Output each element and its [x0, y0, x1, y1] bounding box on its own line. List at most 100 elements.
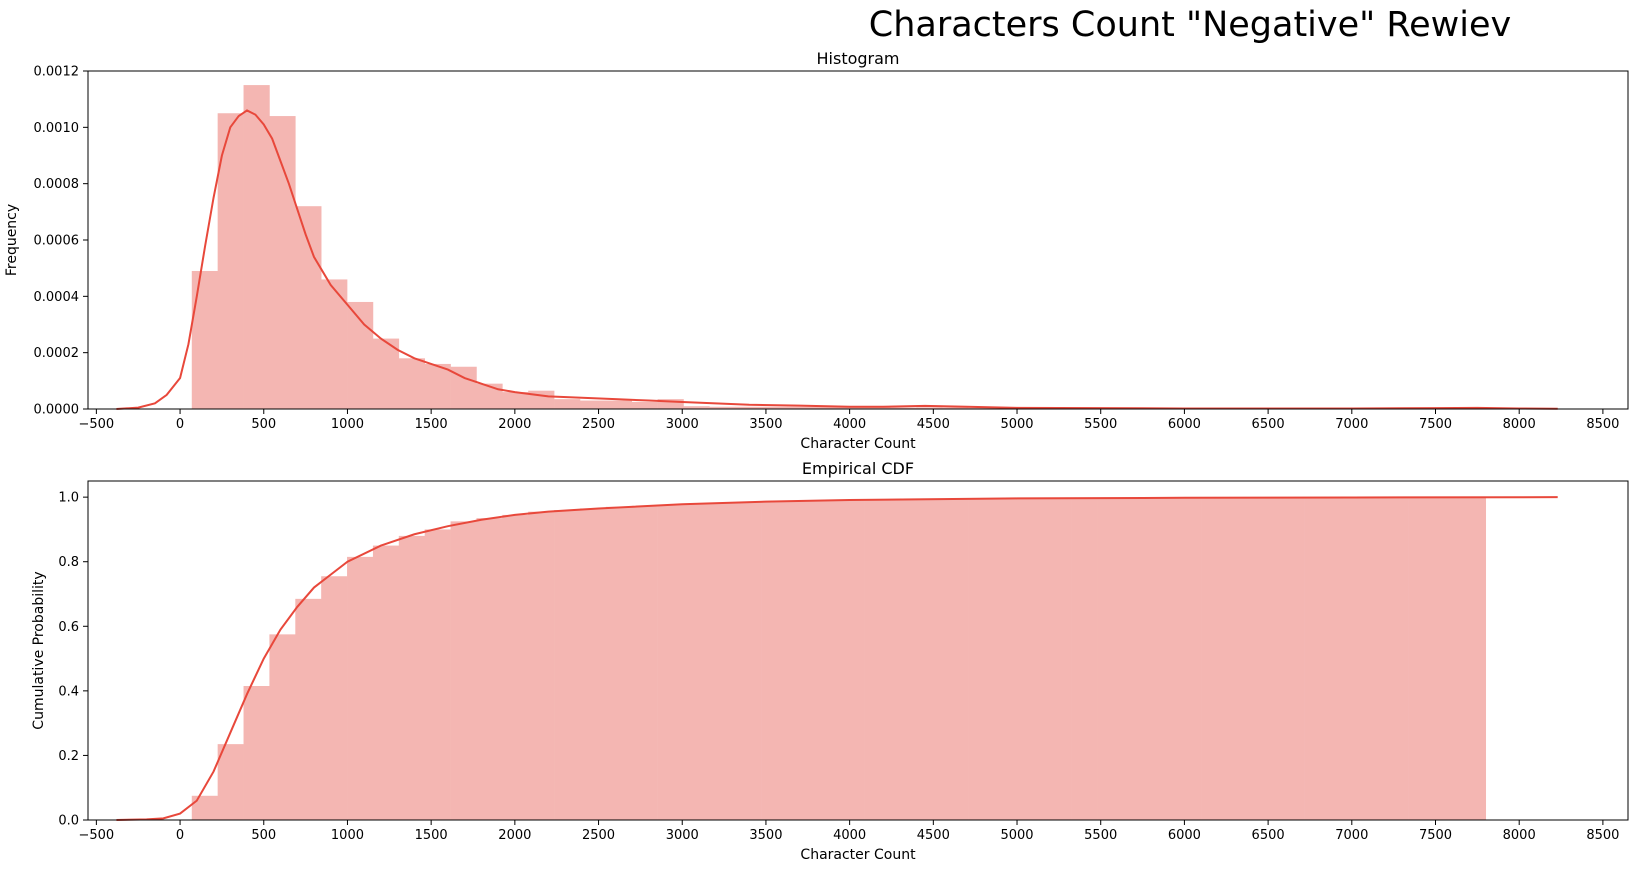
cdf-y-tick-label: 0.8 [58, 555, 79, 570]
cdf-x-tick-label: 500 [251, 828, 276, 843]
cdf-x-tick-label: 3500 [749, 828, 782, 843]
cdf-bar [968, 498, 994, 820]
cdf-bar [606, 507, 632, 820]
cdf-x-tick-label: 5000 [1000, 828, 1033, 843]
cdf-x-tick-label: 7000 [1335, 828, 1368, 843]
cdf-x-tick-label: 0 [176, 828, 184, 843]
histogram-x-tick-label: 1000 [331, 417, 364, 432]
histogram-bar [554, 399, 580, 409]
cdf-x-tick-label: 4000 [833, 828, 866, 843]
cdf-x-tick-label: 1500 [415, 828, 448, 843]
cdf-bar [761, 502, 787, 820]
cdf-bar [865, 500, 891, 820]
cdf-bar [295, 599, 321, 820]
cdf-bar [683, 504, 709, 820]
cdf-bar [1330, 497, 1356, 820]
cdf-x-tick-label: 1000 [331, 828, 364, 843]
cdf-bar [451, 521, 477, 820]
cdf-bar [1305, 497, 1331, 820]
cdf-x-tick-label: 8000 [1503, 828, 1536, 843]
cdf-bar [632, 506, 658, 820]
histogram-x-tick-label: 5000 [1000, 417, 1033, 432]
histogram-y-tick-label: 0.0000 [34, 403, 80, 418]
histogram-bar [580, 401, 606, 409]
cdf-bar [1098, 498, 1124, 820]
cdf-bar [580, 508, 606, 820]
cdf-bar [1149, 497, 1175, 820]
cdf-y-tick-label: 0.6 [58, 620, 79, 635]
cdf-bar [709, 503, 735, 820]
histogram-y-tick-label: 0.0010 [34, 121, 80, 136]
histogram-x-tick-label: 5500 [1084, 417, 1117, 432]
histogram-bar [244, 85, 270, 409]
cdf-bar [321, 576, 347, 820]
histogram-x-tick-label: 8500 [1586, 417, 1619, 432]
cdf-bar [347, 557, 373, 820]
histogram-x-tick-label: 2500 [582, 417, 615, 432]
histogram-bar [269, 116, 295, 409]
cdf-bar [528, 512, 554, 820]
histogram-bar [399, 358, 425, 409]
histogram-x-tick-label: 4000 [833, 417, 866, 432]
histogram-title: Histogram [817, 49, 900, 68]
cdf-bar [1434, 497, 1460, 820]
cdf-x-tick-label: 5500 [1084, 828, 1117, 843]
histogram-x-axis-label: Character Count [800, 436, 916, 452]
cdf-title: Empirical CDF [802, 459, 914, 478]
cdf-bar [399, 536, 425, 820]
cdf-bar [1072, 498, 1098, 820]
cdf-y-ticks: 0.00.20.40.60.81.0 [58, 491, 88, 829]
histogram-y-tick-label: 0.0004 [34, 290, 80, 305]
histogram-bars [192, 85, 1486, 409]
cdf-bar [502, 515, 528, 820]
histogram-bar [425, 364, 451, 409]
cdf-bar [1382, 497, 1408, 820]
histogram-bar [502, 392, 528, 409]
cdf-bar [1227, 497, 1253, 820]
histogram-x-tick-label: 3500 [749, 417, 782, 432]
histogram-y-ticks: 0.00000.00020.00040.00060.00080.00100.00… [34, 65, 89, 418]
histogram-y-tick-label: 0.0002 [34, 346, 80, 361]
cdf-bar [1175, 497, 1201, 820]
cdf-x-tick-label: 4500 [917, 828, 950, 843]
cdf-bar [1279, 497, 1305, 820]
cdf-bar [476, 518, 502, 820]
cdf-y-tick-label: 0.0 [58, 814, 79, 829]
cdf-x-tick-label: 2500 [582, 828, 615, 843]
histogram-y-tick-label: 0.0012 [34, 65, 80, 80]
cdf-x-tick-label: 3000 [666, 828, 699, 843]
histogram-x-tick-label: 7000 [1335, 417, 1368, 432]
histogram-x-tick-label: 8000 [1503, 417, 1536, 432]
cdf-bar [787, 501, 813, 820]
cdf-bar [891, 499, 917, 820]
cdf-bar [1123, 498, 1149, 820]
histogram-x-tick-label: 6000 [1168, 417, 1201, 432]
histogram-x-tick-label: 1500 [415, 417, 448, 432]
histogram-bar [476, 384, 502, 409]
histogram-y-tick-label: 0.0008 [34, 177, 80, 192]
cdf-bar [1046, 498, 1072, 820]
cdf-x-tick-label: 7500 [1419, 828, 1452, 843]
cdf-y-axis-label: Cumulative Probability [31, 571, 47, 729]
cdf-bar [1460, 497, 1486, 820]
histogram-x-tick-label: 6500 [1252, 417, 1285, 432]
histogram-x-tick-label: 500 [251, 417, 276, 432]
cdf-bars [192, 497, 1486, 820]
figure-suptitle: Characters Count "Negative" Rewiev [869, 5, 1512, 45]
cdf-y-tick-label: 0.2 [58, 749, 79, 764]
histogram-bar [347, 302, 373, 409]
histogram-x-tick-label: 0 [176, 417, 184, 432]
histogram-bar [632, 402, 658, 409]
histogram-x-tick-label: 3000 [666, 417, 699, 432]
histogram-x-tick-label: 2000 [498, 417, 531, 432]
cdf-y-tick-label: 0.4 [58, 684, 79, 699]
cdf-bar [994, 498, 1020, 820]
histogram-bar [192, 271, 218, 409]
cdf-bar [554, 510, 580, 820]
